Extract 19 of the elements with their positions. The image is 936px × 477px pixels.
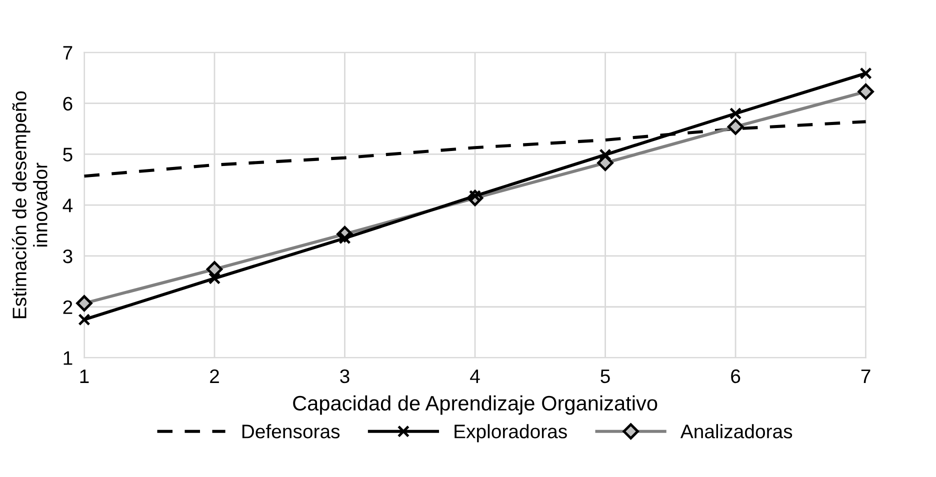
x-tick-label: 1 bbox=[80, 370, 89, 383]
x-tick-label: 2 bbox=[210, 369, 219, 383]
x-tick-label: 6 bbox=[731, 369, 740, 384]
x-axis-title: Capacidad de Aprendizaje Organizativo bbox=[293, 395, 658, 415]
y-tick-label: 2 bbox=[63, 300, 72, 314]
legend-label: Exploradoras bbox=[454, 424, 567, 442]
legend-label: Defensoras bbox=[242, 424, 340, 438]
y-axis-title: Estimación de desempeño innovador bbox=[12, 91, 48, 318]
y-tick-label: 6 bbox=[63, 96, 72, 111]
x-tick-label: 3 bbox=[340, 369, 350, 384]
x-tick-label: 7 bbox=[861, 370, 870, 383]
y-tick-label: 3 bbox=[63, 249, 72, 264]
x-tick-label: 5 bbox=[600, 370, 610, 384]
y-tick-label: 5 bbox=[63, 148, 72, 162]
legend-label: Analizadoras bbox=[680, 424, 792, 438]
y-tick-label: 4 bbox=[62, 198, 73, 212]
x-tick-label: 4 bbox=[470, 370, 480, 383]
y-tick-label: 7 bbox=[63, 46, 72, 60]
y-tick-label: 1 bbox=[64, 351, 72, 365]
